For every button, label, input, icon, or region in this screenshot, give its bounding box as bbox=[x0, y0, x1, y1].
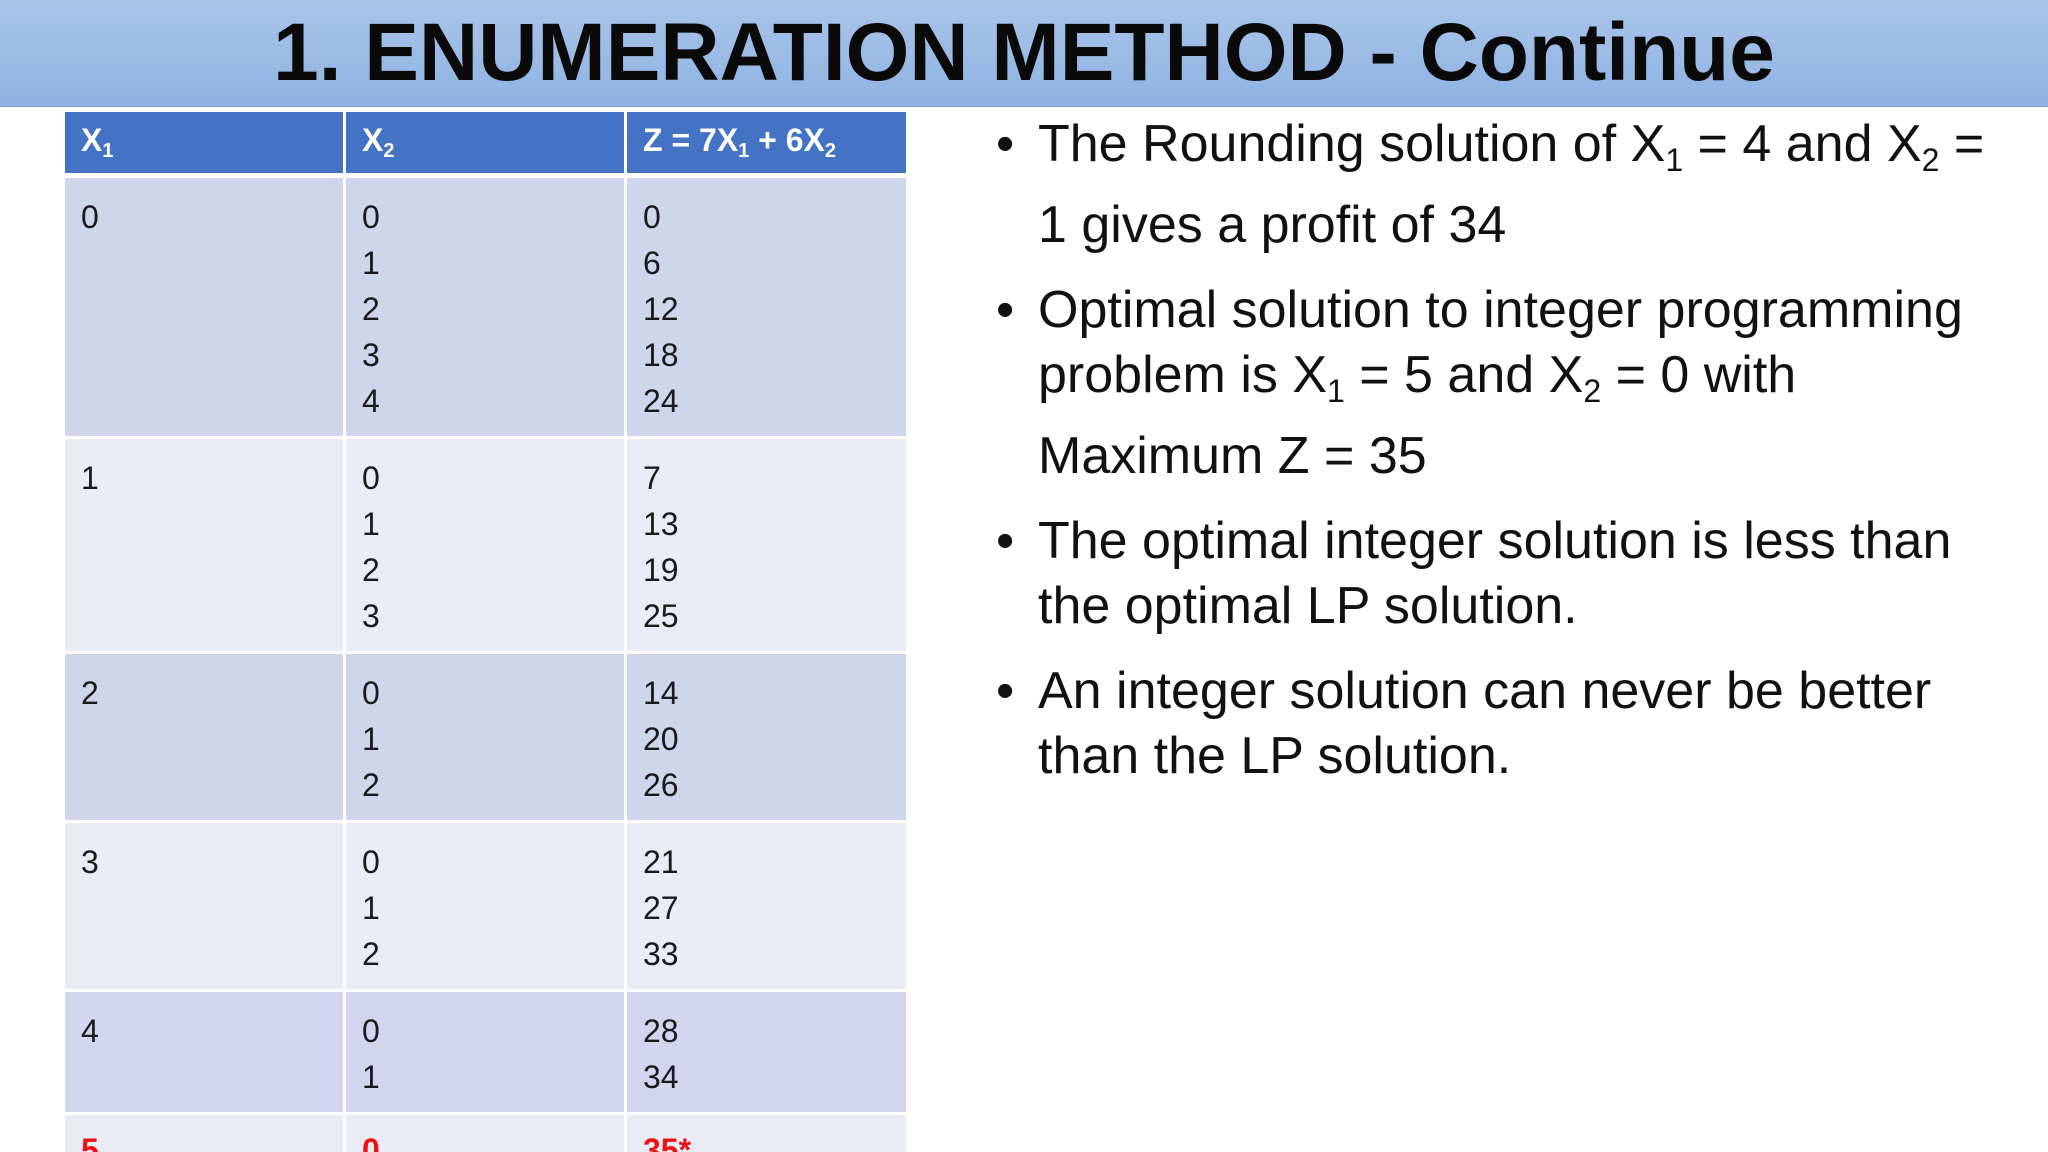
bullet-item: • An integer solution can never be better… bbox=[996, 659, 2006, 789]
cell-value: 35* bbox=[643, 1132, 692, 1152]
header-z: Z = 7X1 + 6X2 bbox=[624, 109, 909, 178]
cell-x1: 3 bbox=[62, 820, 346, 992]
cell-value: 7 bbox=[643, 460, 661, 496]
cell-z: 0 6 12 18 24 bbox=[624, 174, 909, 439]
bullet-text: An integer solution can never be better … bbox=[1038, 662, 1932, 785]
cell-value: 26 bbox=[643, 767, 679, 803]
cell-value: 2 bbox=[362, 552, 380, 588]
cell-x2: 0 1 2 3 bbox=[343, 436, 627, 654]
cell-value: 1 bbox=[362, 721, 380, 757]
bullet-list: • The Rounding solution of X1 = 4 and X2 … bbox=[996, 112, 2006, 809]
title-bar: 1. ENUMERATION METHOD - Continue bbox=[0, 0, 2048, 107]
cell-value: 3 bbox=[362, 337, 380, 373]
header-x1: X1 bbox=[62, 109, 346, 178]
cell-value: 28 bbox=[643, 1013, 679, 1049]
bullet-subscript: 2 bbox=[1921, 142, 1940, 178]
bullet-dot-icon: • bbox=[996, 662, 1015, 720]
cell-value: 21 bbox=[643, 844, 679, 880]
cell-x1: 0 bbox=[62, 174, 346, 439]
bullet-dot-icon: • bbox=[996, 512, 1015, 570]
cell-value: 3 bbox=[362, 598, 380, 634]
table-row: 3 0 1 2 21 27 33 bbox=[62, 820, 909, 992]
cell-value: 34 bbox=[643, 1059, 679, 1095]
cell-x2: 0 1 2 bbox=[343, 651, 627, 823]
table-row: 1 0 1 2 3 7 13 19 25 bbox=[62, 436, 909, 654]
table-row: 2 0 1 2 14 20 26 bbox=[62, 651, 909, 823]
table-row: 0 0 1 2 3 4 0 6 12 18 24 bbox=[62, 174, 909, 439]
cell-value: 1 bbox=[362, 245, 380, 281]
cell-value: 2 bbox=[362, 291, 380, 327]
bullet-text: The Rounding solution of X bbox=[1038, 115, 1666, 173]
bullet-item: • The optimal integer solution is less th… bbox=[996, 509, 2006, 639]
table-header-row: X1 X2 Z = 7X1 + 6X2 bbox=[62, 109, 909, 178]
cell-z: 14 20 26 bbox=[624, 651, 909, 823]
cell-value: 2 bbox=[362, 767, 380, 803]
cell-value: 1 bbox=[362, 506, 380, 542]
cell-x2: 0 1 2 3 4 bbox=[343, 174, 627, 439]
bullet-text: = 5 and X bbox=[1344, 346, 1584, 404]
cell-x2: 0 1 2 bbox=[343, 820, 627, 992]
bullet-item: • Optimal solution to integer programming… bbox=[996, 278, 2006, 489]
bullet-subscript: 2 bbox=[1583, 373, 1602, 409]
cell-value: 24 bbox=[643, 383, 679, 419]
cell-x1: 1 bbox=[62, 436, 346, 654]
cell-value: 14 bbox=[643, 675, 679, 711]
bullet-item: • The Rounding solution of X1 = 4 and X2 … bbox=[996, 112, 2006, 258]
bullet-text: The optimal integer solution is less tha… bbox=[1038, 512, 1952, 635]
bullet-dot-icon: • bbox=[996, 281, 1015, 339]
cell-z: 28 34 bbox=[624, 989, 909, 1115]
cell-x1: 5 bbox=[62, 1112, 346, 1152]
bullet-subscript: 1 bbox=[1327, 373, 1345, 409]
table-row: 4 0 1 28 34 bbox=[62, 989, 909, 1115]
cell-z: 21 27 33 bbox=[624, 820, 909, 992]
cell-value: 27 bbox=[643, 890, 679, 926]
cell-value: 1 bbox=[362, 890, 380, 926]
bullet-text: = 1 gives a profit of 34 bbox=[1038, 115, 1985, 254]
table-row: 5 0 35* bbox=[62, 1112, 909, 1152]
cell-value: 0 bbox=[362, 675, 380, 711]
slide-title: 1. ENUMERATION METHOD - Continue bbox=[273, 7, 1775, 98]
bullet-text: = 4 and X bbox=[1683, 115, 1922, 173]
cell-value: 4 bbox=[362, 383, 380, 419]
header-x2: X2 bbox=[343, 109, 627, 178]
cell-value: 0 bbox=[362, 460, 380, 496]
cell-value: 33 bbox=[643, 936, 679, 972]
cell-z: 7 13 19 25 bbox=[624, 436, 909, 654]
bullet-text: Optimal solution to integer programming … bbox=[1038, 281, 1963, 404]
bullet-subscript: 1 bbox=[1665, 142, 1684, 178]
cell-value: 19 bbox=[643, 552, 679, 588]
enumeration-table: X1 X2 Z = 7X1 + 6X2 0 0 1 2 3 4 0 6 12 18 24 1 0 1 2 3 7… bbox=[62, 109, 909, 1152]
cell-value: 18 bbox=[643, 337, 679, 373]
cell-value: 2 bbox=[362, 936, 380, 972]
bullet-dot-icon: • bbox=[996, 115, 1015, 173]
cell-value: 12 bbox=[643, 291, 679, 327]
cell-value: 0 bbox=[362, 1132, 380, 1152]
cell-value: 13 bbox=[643, 506, 679, 542]
cell-value: 20 bbox=[643, 721, 679, 757]
cell-value: 0 bbox=[643, 199, 661, 235]
cell-x2: 0 bbox=[343, 1112, 627, 1152]
cell-x1: 2 bbox=[62, 651, 346, 823]
cell-value: 25 bbox=[643, 598, 679, 634]
cell-value: 6 bbox=[643, 245, 661, 281]
cell-x1: 4 bbox=[62, 989, 346, 1115]
cell-value: 1 bbox=[362, 1059, 380, 1095]
cell-value: 0 bbox=[362, 844, 380, 880]
bullet-text: = 0 with Maximum Z = 35 bbox=[1038, 346, 1797, 485]
cell-value: 0 bbox=[362, 1013, 380, 1049]
cell-z: 35* bbox=[624, 1112, 909, 1152]
cell-value: 0 bbox=[362, 199, 380, 235]
